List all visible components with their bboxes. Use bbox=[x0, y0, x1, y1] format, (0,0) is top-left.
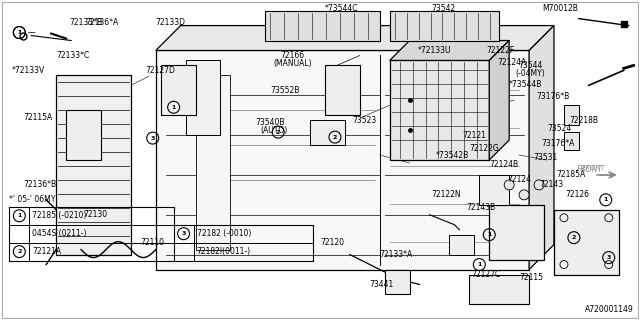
Polygon shape bbox=[449, 235, 474, 255]
Text: 73542: 73542 bbox=[431, 4, 456, 13]
Text: *73542B: *73542B bbox=[435, 150, 468, 160]
Polygon shape bbox=[56, 76, 131, 255]
Text: 72182 (-0010): 72182 (-0010) bbox=[196, 229, 251, 238]
Text: 73176*A: 73176*A bbox=[541, 139, 575, 148]
Polygon shape bbox=[564, 105, 579, 125]
Text: 73544: 73544 bbox=[518, 61, 543, 70]
Text: 72122N: 72122N bbox=[431, 190, 461, 199]
Text: *72133U: *72133U bbox=[417, 46, 451, 55]
Text: (AUTO): (AUTO) bbox=[260, 126, 287, 135]
Text: 1: 1 bbox=[17, 213, 22, 218]
Circle shape bbox=[519, 190, 529, 200]
Text: 72143: 72143 bbox=[539, 180, 563, 189]
Text: 72185A: 72185A bbox=[556, 171, 585, 180]
Text: 72166: 72166 bbox=[280, 51, 304, 60]
Text: 72124: 72124 bbox=[507, 175, 531, 184]
Text: *73544B: *73544B bbox=[509, 80, 543, 89]
Polygon shape bbox=[564, 132, 579, 150]
Text: 72127C: 72127C bbox=[471, 270, 500, 279]
Text: 1: 1 bbox=[487, 232, 492, 237]
Text: FRONT: FRONT bbox=[582, 165, 605, 171]
Polygon shape bbox=[489, 41, 509, 160]
Text: 3: 3 bbox=[150, 136, 155, 140]
Text: 73176*B: 73176*B bbox=[536, 92, 570, 101]
Text: 1: 1 bbox=[172, 105, 176, 110]
Text: (MANUAL): (MANUAL) bbox=[273, 59, 312, 68]
Text: 1: 1 bbox=[17, 30, 22, 35]
Text: 1: 1 bbox=[17, 30, 22, 35]
Text: 72218B: 72218B bbox=[569, 116, 598, 125]
Text: —: — bbox=[28, 28, 35, 37]
Text: 72121A: 72121A bbox=[32, 247, 61, 256]
Text: 72115A: 72115A bbox=[23, 113, 52, 122]
Text: 1: 1 bbox=[604, 197, 608, 202]
Circle shape bbox=[534, 180, 544, 190]
Text: 73552B: 73552B bbox=[270, 86, 300, 95]
Text: 72115: 72115 bbox=[519, 273, 543, 282]
Text: 2: 2 bbox=[333, 135, 337, 140]
Text: 73531: 73531 bbox=[533, 153, 557, 162]
Polygon shape bbox=[66, 110, 101, 160]
Text: *' 05-' 06MY: *' 05-' 06MY bbox=[10, 195, 56, 204]
Text: M70012B: M70012B bbox=[542, 4, 578, 13]
Text: 72133D: 72133D bbox=[156, 18, 186, 27]
Text: 72185 (-0210): 72185 (-0210) bbox=[32, 211, 86, 220]
Text: 72122F: 72122F bbox=[486, 46, 515, 55]
Polygon shape bbox=[186, 60, 220, 135]
Text: 73523: 73523 bbox=[352, 116, 376, 125]
Text: 72122G: 72122G bbox=[469, 144, 499, 153]
Polygon shape bbox=[390, 60, 489, 160]
Text: 72136*B: 72136*B bbox=[23, 180, 56, 189]
Text: 0454S (0211-): 0454S (0211-) bbox=[32, 229, 87, 238]
Text: 3: 3 bbox=[607, 255, 611, 260]
Polygon shape bbox=[479, 175, 509, 205]
Polygon shape bbox=[469, 275, 529, 304]
Text: 72127D: 72127D bbox=[146, 66, 175, 75]
Polygon shape bbox=[325, 65, 360, 115]
Text: 72130: 72130 bbox=[83, 210, 107, 219]
Text: 72124B: 72124B bbox=[489, 160, 518, 170]
Text: A720001149: A720001149 bbox=[585, 305, 634, 314]
Text: 72126: 72126 bbox=[565, 190, 589, 199]
Text: 72121: 72121 bbox=[462, 131, 486, 140]
Text: 72124A: 72124A bbox=[497, 58, 527, 67]
Polygon shape bbox=[156, 51, 529, 269]
Text: 3: 3 bbox=[181, 231, 186, 236]
Text: 72143B: 72143B bbox=[467, 203, 495, 212]
Polygon shape bbox=[196, 76, 230, 250]
Polygon shape bbox=[310, 120, 345, 145]
Text: 72136*A: 72136*A bbox=[85, 18, 118, 27]
Text: 72133*B: 72133*B bbox=[69, 18, 102, 27]
Text: (-04MY): (-04MY) bbox=[515, 69, 545, 78]
Text: 1: 1 bbox=[477, 262, 481, 267]
Polygon shape bbox=[390, 11, 499, 41]
Polygon shape bbox=[161, 65, 196, 115]
Text: 73441: 73441 bbox=[370, 280, 394, 289]
Text: 73540B: 73540B bbox=[255, 118, 285, 127]
Polygon shape bbox=[489, 205, 544, 260]
Polygon shape bbox=[265, 11, 380, 41]
Text: *72133V: *72133V bbox=[12, 66, 45, 75]
Text: 72110: 72110 bbox=[141, 238, 164, 247]
Text: 73524: 73524 bbox=[547, 124, 572, 132]
Polygon shape bbox=[385, 269, 410, 294]
Text: 72133*A: 72133*A bbox=[380, 250, 413, 259]
Text: 72182I(0011-): 72182I(0011-) bbox=[196, 247, 251, 256]
Text: 72133*C: 72133*C bbox=[56, 51, 90, 60]
Text: *73544C: *73544C bbox=[325, 4, 358, 13]
Text: 2: 2 bbox=[276, 130, 280, 135]
Text: 2: 2 bbox=[17, 249, 22, 254]
Text: 2: 2 bbox=[572, 235, 576, 240]
Polygon shape bbox=[554, 210, 619, 275]
Polygon shape bbox=[390, 41, 509, 60]
Polygon shape bbox=[156, 26, 554, 51]
Polygon shape bbox=[529, 26, 554, 269]
Circle shape bbox=[504, 180, 514, 190]
Text: FRONT: FRONT bbox=[577, 165, 603, 174]
Text: 72120: 72120 bbox=[320, 238, 344, 247]
